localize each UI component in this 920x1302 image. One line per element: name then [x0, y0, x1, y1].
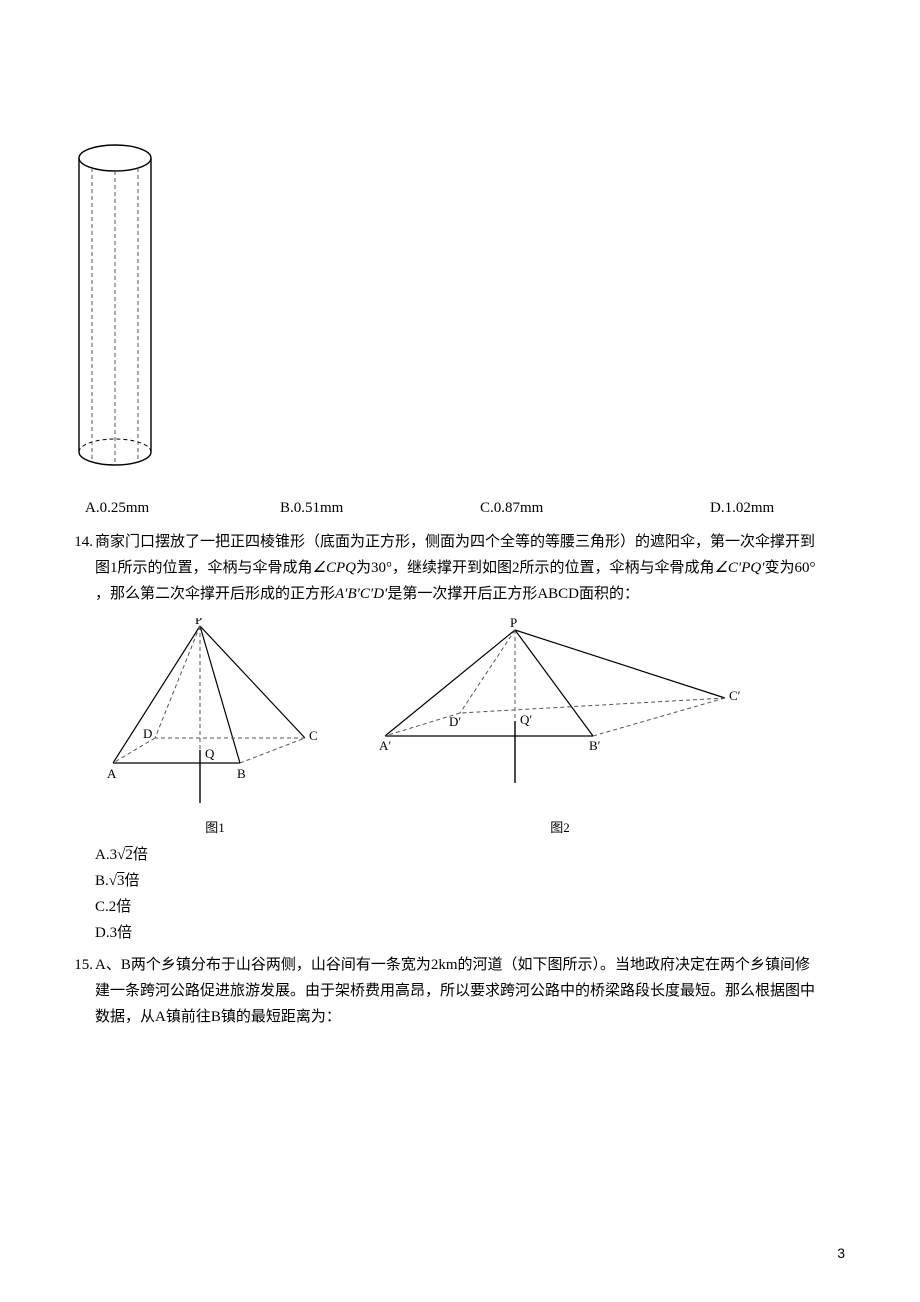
q13-option-b: B.0.51mm [280, 496, 480, 520]
q14-fig2-caption: 图2 [375, 818, 745, 839]
q14-option-a: A.3√2倍 [95, 843, 855, 867]
q14-fig2-wrap: P A′ B′ C′ D′ Q′ 图2 [375, 618, 745, 839]
fig2-label-p: P [510, 618, 517, 630]
fig2-label-d: D′ [449, 714, 461, 729]
q14-option-c: C.2倍 [95, 895, 855, 919]
fig1-label-a: A [107, 766, 117, 781]
fig1-label-d: D [143, 726, 152, 741]
fig2-label-b: B′ [589, 738, 601, 753]
fig2-label-c: C′ [729, 688, 741, 703]
q13-option-a: A.0.25mm [85, 496, 280, 520]
fig1-label-b: B [237, 766, 246, 781]
q13-option-c: C.0.87mm [480, 496, 710, 520]
fig1-label-p: P [195, 618, 202, 627]
q14-fig1-caption: 图1 [95, 818, 335, 839]
q15-body: A、B两个乡镇分布于山谷两侧，山谷间有一条宽为2km的河道（如下图所示）。当地政… [95, 953, 855, 1031]
cylinder-svg [70, 140, 160, 470]
q15-number: 15. [65, 953, 95, 1031]
q15-line2: 建一条跨河公路促进旅游发展。由于架桥费用高昂，所以要求跨河公路中的桥梁路段长度最… [95, 979, 855, 1003]
cylinder-figure [70, 140, 855, 478]
q14-line1: 商家门口摆放了一把正四棱锥形（底面为正方形，侧面为四个全等的等腰三角形）的遮阳伞… [95, 530, 855, 554]
q14-fig1-svg: P A B C D Q [95, 618, 335, 808]
q13-option-d: D.1.02mm [710, 496, 774, 520]
q14-fig1-wrap: P A B C D Q 图1 [95, 618, 335, 839]
q14-number: 14. [65, 530, 95, 947]
q14-option-d: D.3倍 [95, 921, 855, 945]
q15-line1: A、B两个乡镇分布于山谷两侧，山谷间有一条宽为2km的河道（如下图所示）。当地政… [95, 953, 855, 977]
fig1-label-c: C [309, 728, 318, 743]
q14-line2: 图1所示的位置，伞柄与伞骨成角∠CPQ为30°，继续撑开到如图2所示的位置，伞柄… [95, 556, 855, 580]
q14-fig2-svg: P A′ B′ C′ D′ Q′ [375, 618, 745, 808]
q14: 14. 商家门口摆放了一把正四棱锥形（底面为正方形，侧面为四个全等的等腰三角形）… [65, 530, 855, 947]
q15: 15. A、B两个乡镇分布于山谷两侧，山谷间有一条宽为2km的河道（如下图所示）… [65, 953, 855, 1031]
q14-figures: P A B C D Q 图1 [95, 618, 855, 839]
fig1-label-q: Q [205, 746, 215, 761]
q14-option-b: B.√3倍 [95, 869, 855, 893]
q14-body: 商家门口摆放了一把正四棱锥形（底面为正方形，侧面为四个全等的等腰三角形）的遮阳伞… [95, 530, 855, 947]
q13-options: A.0.25mm B.0.51mm C.0.87mm D.1.02mm [85, 496, 855, 520]
fig2-label-a: A′ [379, 738, 391, 753]
q15-line3: 数据，从A镇前往B镇的最短距离为： [95, 1005, 855, 1029]
fig2-label-q: Q′ [520, 712, 532, 727]
q14-options: A.3√2倍 B.√3倍 C.2倍 D.3倍 [95, 843, 855, 945]
page-number: 3 [837, 1242, 845, 1264]
q14-line3: ，那么第二次伞撑开后形成的正方形A′B′C′D′是第一次撑开后正方形ABCD面积… [95, 582, 855, 606]
